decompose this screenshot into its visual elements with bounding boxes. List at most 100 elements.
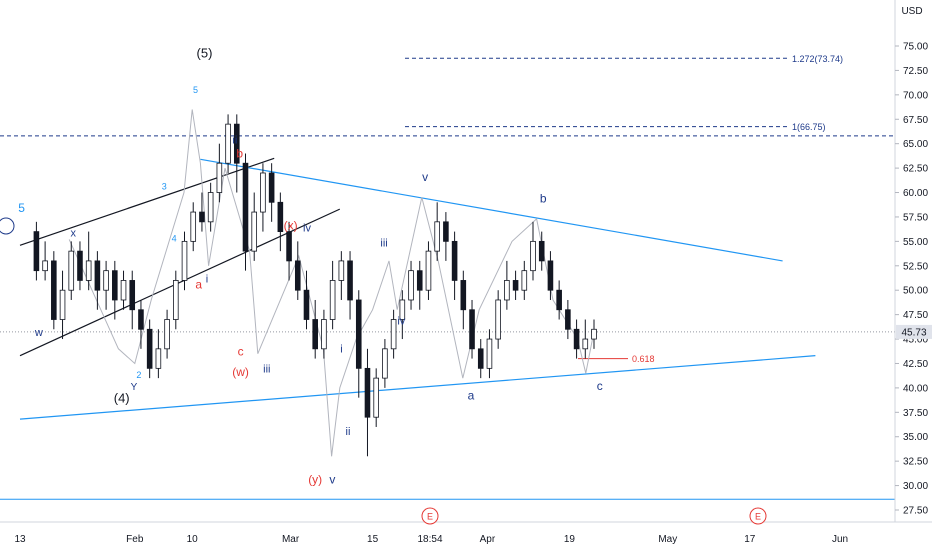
y-tick-label: 72.50: [903, 66, 928, 77]
y-tick-label: 60.00: [903, 188, 928, 199]
candle-body-down: [443, 221, 449, 242]
wave-label: (w): [232, 365, 249, 379]
candle-body-down: [51, 260, 57, 320]
time-axis[interactable]: 13 Feb 10 Mar 15 18:54 Apr 19 May 17 Jun E E: [0, 507, 932, 545]
x-tick-label: 10: [187, 534, 199, 545]
candle-body-down: [573, 328, 580, 350]
candle-body-down: [477, 348, 484, 369]
y-tick-label: 57.50: [903, 212, 928, 223]
y-tick-label: 32.50: [903, 457, 928, 468]
candle-body-up: [225, 123, 231, 164]
candle-body-up: [42, 260, 48, 272]
y-tick-label: 62.50: [903, 164, 928, 175]
wave-label: ii: [232, 135, 237, 147]
candle-body-up: [85, 260, 92, 281]
wave-label: iii: [263, 363, 270, 375]
candle-body-down: [294, 260, 301, 291]
wave-label: i: [340, 344, 342, 356]
circled-wave-marker: [0, 217, 15, 235]
wave-label: a: [468, 389, 475, 403]
candle-body-up: [190, 211, 197, 242]
candle-body-up: [399, 299, 406, 320]
candle-body-up: [181, 240, 188, 281]
y-tick-label: 65.00: [903, 139, 928, 150]
candle-body-down: [364, 367, 371, 418]
candle-body-up: [260, 172, 266, 213]
fib-level-label: 1.272(73.74): [792, 54, 843, 64]
candle-body-up: [251, 211, 258, 252]
y-tick-label: 45.00: [903, 335, 928, 346]
wave-label: c: [238, 345, 244, 359]
wave-polyline: [68, 109, 595, 457]
candle-body-down: [199, 211, 205, 223]
candle-body-up: [425, 250, 432, 291]
candle-body-down: [469, 309, 475, 350]
x-tick-label: Feb: [126, 534, 144, 545]
wave-label: (5): [197, 46, 213, 61]
wave-label: b: [236, 146, 243, 160]
wave-label: Y: [131, 382, 138, 393]
candle-body-down: [146, 328, 153, 369]
x-tick-label: Jun: [832, 534, 848, 545]
wave-label: 2: [136, 370, 141, 380]
candle-body-down: [286, 231, 292, 262]
candle-body-down: [312, 319, 318, 350]
candle-body-up: [434, 221, 440, 252]
event-marker: [749, 507, 767, 525]
candle-body-down: [268, 172, 275, 203]
candle-body-down: [416, 270, 423, 291]
candle-body-up: [103, 270, 109, 291]
price-axis[interactable]: USD 27.50 30.00 32.50 35.00 37.50 40.00 42.50 45…: [894, 0, 932, 522]
y-tick-label: 52.50: [903, 261, 928, 272]
candle-body-down: [347, 260, 353, 301]
x-tick-label: Mar: [282, 534, 300, 545]
candle-body-up: [329, 280, 336, 320]
x-tick-label: 17: [744, 534, 756, 545]
y-tick-label: 75.00: [903, 42, 928, 53]
event-marker-label: E: [427, 512, 433, 522]
wave-label: a: [195, 277, 202, 291]
candle-body-up: [216, 162, 223, 193]
candles: [33, 114, 597, 457]
x-tick-label: May: [658, 534, 677, 545]
candle-body-up: [582, 338, 589, 350]
event-marker: [421, 507, 439, 525]
current-price-label: 45.73: [901, 327, 926, 338]
candle-body-down: [112, 270, 118, 301]
wave-label: v: [329, 473, 335, 487]
candle-body-down: [33, 231, 40, 272]
candle-body-up: [591, 328, 597, 340]
candle-body-up: [155, 348, 162, 369]
wave-label: (y): [308, 473, 322, 487]
wave-label: x: [71, 227, 77, 239]
candle-body-down: [303, 289, 310, 320]
wave-label: w: [34, 327, 43, 339]
candle-body-up: [68, 250, 75, 291]
wave-label: 3: [162, 182, 167, 192]
y-tick-label: 50.00: [903, 286, 928, 297]
candle-body-up: [338, 260, 345, 281]
x-tick-label: 18:54: [417, 534, 442, 545]
candle-body-up: [382, 348, 388, 379]
x-tick-label: 13: [14, 534, 26, 545]
candle-body-down: [242, 162, 249, 252]
candle-body-down: [538, 240, 545, 262]
y-tick-label: 27.50: [903, 506, 928, 517]
wave-label: v: [422, 170, 428, 184]
candle-body-down: [129, 280, 136, 311]
candle-body-down: [355, 299, 362, 369]
candle-body-up: [173, 280, 179, 320]
candle-body-up: [408, 270, 414, 301]
candle-body-down: [556, 289, 562, 311]
current-price-badge: [896, 324, 932, 339]
wave-label: 5: [18, 201, 25, 215]
fib-level-label: 1(66.75): [792, 122, 826, 132]
horizontal-levels: 1.272(73.74) 1(66.75) 0.618: [0, 54, 895, 500]
wave-label: c: [597, 379, 603, 393]
wave-label: (4): [114, 391, 130, 406]
candle-body-down: [512, 280, 519, 291]
y-tick-label: 70.00: [903, 90, 928, 101]
